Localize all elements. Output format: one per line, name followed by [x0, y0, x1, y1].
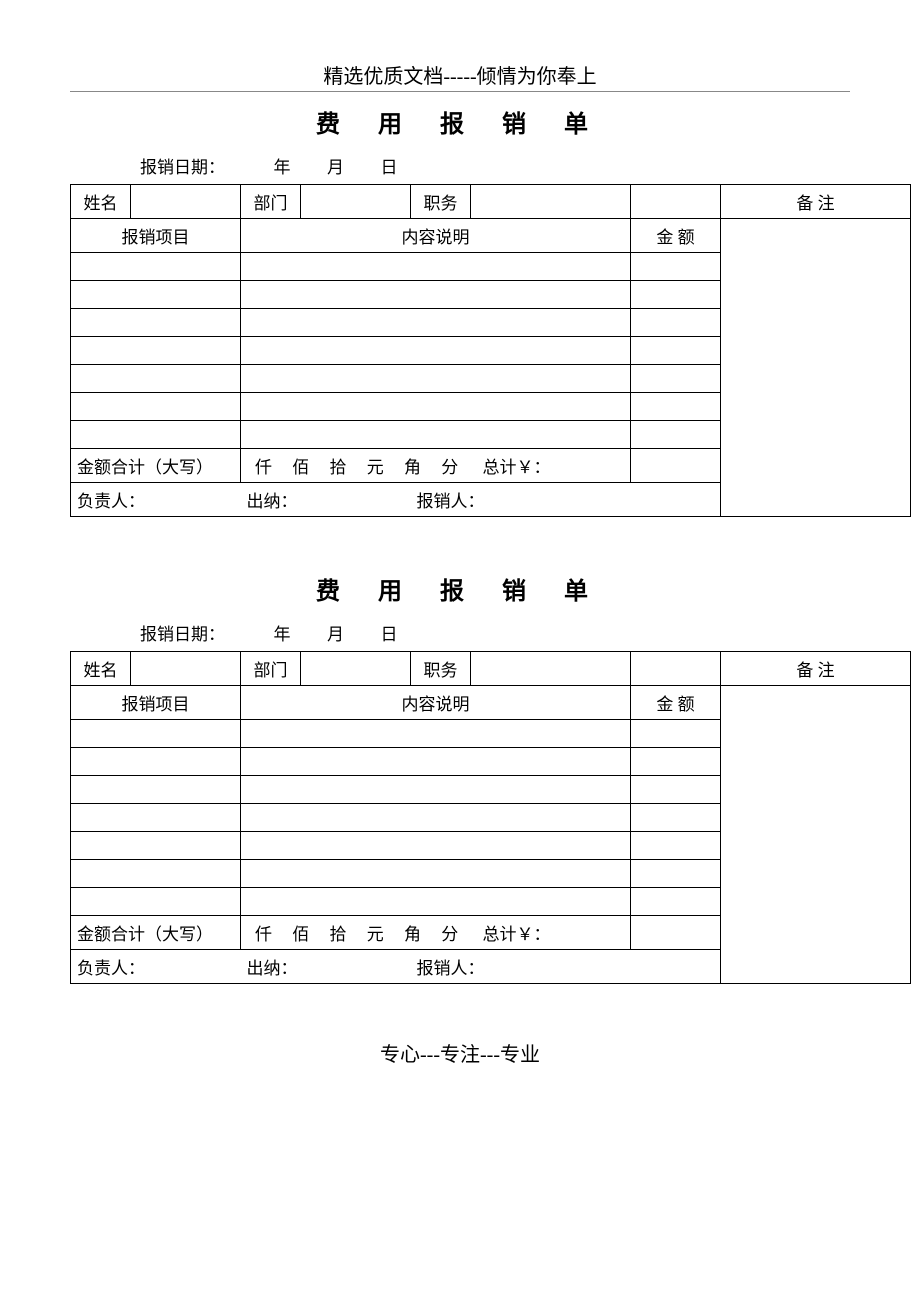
- dept-label: 部门: [241, 185, 301, 219]
- content-cell[interactable]: [241, 860, 631, 888]
- date-month: 月: [327, 153, 344, 178]
- amount-cell[interactable]: [631, 748, 721, 776]
- date-day: 日: [381, 620, 398, 645]
- page-header: 精选优质文档-----倾情为你奉上: [70, 60, 850, 89]
- dept-label: 部门: [241, 652, 301, 686]
- item-cell[interactable]: [71, 776, 241, 804]
- item-cell[interactable]: [71, 832, 241, 860]
- amount-cell[interactable]: [631, 421, 721, 449]
- date-line: 报销日期： 年 月 日: [70, 153, 850, 178]
- content-cell[interactable]: [241, 832, 631, 860]
- item-cell[interactable]: [71, 748, 241, 776]
- amount-cell[interactable]: [631, 253, 721, 281]
- form-title: 费 用 报 销 单: [70, 571, 850, 606]
- content-cell[interactable]: [241, 720, 631, 748]
- remark-label: 备 注: [721, 652, 911, 686]
- date-line: 报销日期： 年 月 日: [70, 620, 850, 645]
- content-cell[interactable]: [241, 776, 631, 804]
- total-units: 仟 佰 拾 元 角 分 总计￥：: [241, 916, 631, 950]
- amount-cell[interactable]: [631, 888, 721, 916]
- expense-table: 姓名 部门 职务 备 注 报销项目 内容说明 金 额: [70, 651, 911, 984]
- content-cell[interactable]: [241, 421, 631, 449]
- content-header: 内容说明: [241, 219, 631, 253]
- content-cell[interactable]: [241, 888, 631, 916]
- item-cell[interactable]: [71, 804, 241, 832]
- name-label: 姓名: [71, 652, 131, 686]
- cashier-label: 出纳：: [241, 483, 411, 517]
- total-label: 金额合计（大写）: [71, 449, 241, 483]
- item-cell[interactable]: [71, 888, 241, 916]
- name-label: 姓名: [71, 185, 131, 219]
- name-field[interactable]: [131, 185, 241, 219]
- item-cell[interactable]: [71, 337, 241, 365]
- expense-table: 姓名 部门 职务 备 注 报销项目 内容说明 金 额: [70, 184, 911, 517]
- item-cell[interactable]: [71, 393, 241, 421]
- item-cell[interactable]: [71, 365, 241, 393]
- content-cell[interactable]: [241, 804, 631, 832]
- expense-form-1: 费 用 报 销 单 报销日期： 年 月 日 姓名 部门 职务: [70, 104, 850, 517]
- content-cell[interactable]: [241, 253, 631, 281]
- form-title: 费 用 报 销 单: [70, 104, 850, 139]
- item-cell[interactable]: [71, 309, 241, 337]
- name-field[interactable]: [131, 652, 241, 686]
- remark-field[interactable]: [721, 686, 911, 984]
- amount-cell[interactable]: [631, 309, 721, 337]
- amount-cell[interactable]: [631, 337, 721, 365]
- item-header: 报销项目: [71, 219, 241, 253]
- total-units: 仟 佰 拾 元 角 分 总计￥：: [241, 449, 631, 483]
- amount-header: 金 额: [631, 219, 721, 253]
- amount-cell[interactable]: [631, 720, 721, 748]
- date-month: 月: [327, 620, 344, 645]
- claimer-label: 报销人：: [411, 950, 721, 984]
- amount-cell[interactable]: [631, 776, 721, 804]
- content-cell[interactable]: [241, 309, 631, 337]
- date-label: 报销日期：: [140, 620, 225, 645]
- amount-cell[interactable]: [631, 860, 721, 888]
- expense-form-2: 费 用 报 销 单 报销日期： 年 月 日 姓名 部门 职务: [70, 571, 850, 984]
- claimer-label: 报销人：: [411, 483, 721, 517]
- amount-cell[interactable]: [631, 365, 721, 393]
- content-cell[interactable]: [241, 281, 631, 309]
- item-header: 报销项目: [71, 686, 241, 720]
- dept-field[interactable]: [301, 185, 411, 219]
- pos-label: 职务: [411, 652, 471, 686]
- content-cell[interactable]: [241, 365, 631, 393]
- item-cell[interactable]: [71, 720, 241, 748]
- item-cell[interactable]: [71, 860, 241, 888]
- pos-label: 职务: [411, 185, 471, 219]
- content-cell[interactable]: [241, 393, 631, 421]
- pos-field[interactable]: [471, 185, 631, 219]
- date-label: 报销日期：: [140, 153, 225, 178]
- pos-field[interactable]: [471, 652, 631, 686]
- leader-label: 负责人：: [71, 483, 241, 517]
- total-label: 金额合计（大写）: [71, 916, 241, 950]
- amount-cell[interactable]: [631, 393, 721, 421]
- content-cell[interactable]: [241, 337, 631, 365]
- date-year: 年: [274, 153, 291, 178]
- date-year: 年: [274, 620, 291, 645]
- item-cell[interactable]: [71, 253, 241, 281]
- header-rule: [70, 91, 850, 92]
- page-footer: 专心---专注---专业: [70, 1038, 850, 1067]
- amount-header: 金 额: [631, 686, 721, 720]
- amount-cell[interactable]: [631, 281, 721, 309]
- content-header: 内容说明: [241, 686, 631, 720]
- cashier-label: 出纳：: [241, 950, 411, 984]
- total-amount-cell[interactable]: [631, 449, 721, 483]
- blank-cell: [631, 652, 721, 686]
- remark-label: 备 注: [721, 185, 911, 219]
- remark-field[interactable]: [721, 219, 911, 517]
- item-cell[interactable]: [71, 281, 241, 309]
- total-amount-cell[interactable]: [631, 916, 721, 950]
- content-cell[interactable]: [241, 748, 631, 776]
- dept-field[interactable]: [301, 652, 411, 686]
- amount-cell[interactable]: [631, 804, 721, 832]
- item-cell[interactable]: [71, 421, 241, 449]
- leader-label: 负责人：: [71, 950, 241, 984]
- date-day: 日: [381, 153, 398, 178]
- blank-cell: [631, 185, 721, 219]
- amount-cell[interactable]: [631, 832, 721, 860]
